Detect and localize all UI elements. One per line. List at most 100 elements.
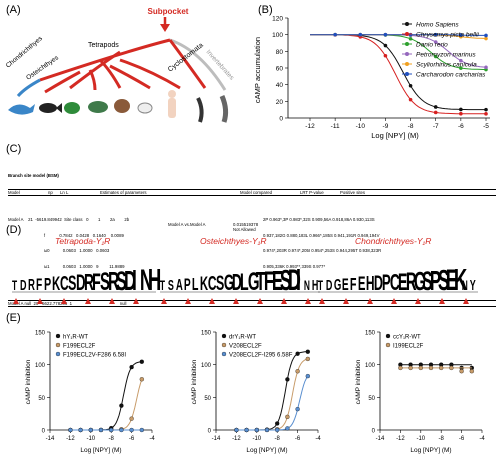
b-legend-item: Chrysemys picta bellii [416,32,479,39]
b-point [459,111,463,116]
site-marker [109,298,115,304]
human-silhouette [168,90,176,118]
invertebrate-silhouette [219,95,229,123]
panel-c-label: (C) [6,143,22,155]
e-legend-item: F199ECL2F [63,344,96,350]
e-point [295,406,300,412]
logo-letter: H [312,277,319,294]
bird-silhouette [114,99,130,113]
b-xtick: -7 [433,123,439,130]
logo-letter: G [248,268,260,296]
logo-letter: K [52,274,61,295]
e-legend-item: drY₁R-WT [229,335,256,341]
b-point [433,105,438,109]
site-marker [463,298,469,304]
site-marker [305,298,311,304]
e-point [295,351,300,356]
b-xtick: -6 [458,123,464,130]
b-point [459,66,463,70]
panel-a-label: (A) [6,4,21,16]
e-point [139,359,144,364]
site-marker [281,298,287,304]
logo-title-tetrapoda: Tetrapoda-Y₁R [55,236,111,246]
logo-letter: R [28,275,35,293]
b-point [484,36,488,41]
bsm-row: f 0.7842 0.0428 0.1640 0.0089 [8,232,124,238]
e-point [129,416,134,421]
logo-letter: D [20,277,27,294]
e-xtick: -12 [66,436,75,442]
site-marker [391,298,397,304]
panel-b-xlabel: Log [NPY] (M) [371,131,419,140]
b-ytick: 100 [272,32,283,39]
e-legend-item: F199ECL2V-F286 6.58I [63,353,126,359]
b-ytick: 80 [276,49,284,56]
b-xtick: -9 [383,123,389,130]
b-point [408,32,413,37]
logo-letter: N [140,265,153,298]
b-point [459,33,463,37]
logo-letter: D [232,271,242,296]
logo-letter: K [454,263,468,297]
b-point [484,65,488,70]
logo-letter: F [264,266,274,296]
e-ytick: 150 [365,331,376,337]
e-legend-item: ccY₁R-WT [393,335,421,341]
b-point [459,107,463,112]
logo-letter: C [208,273,217,295]
logo-letter: D [288,265,301,298]
site-marker [257,298,263,304]
site-marker [185,298,191,304]
logo-letter: S [116,266,127,296]
logo-letter: D [124,265,136,297]
panel-b-label: (B) [258,4,273,16]
e-series-line [236,351,308,431]
logo-letter: C [60,273,69,295]
logo-letter: S [100,268,110,296]
e-series-line [236,375,309,431]
b-point [484,112,488,116]
e-xtick: -4 [315,436,321,442]
e-point [285,414,290,420]
e-xlabel: Log [NPY] (M) [246,447,287,454]
e-ytick: 100 [35,363,46,369]
b-legend-item: Homo Sapiens [416,22,459,29]
logo-title-osteichthyes: Osteichthyes-Y₁R [200,236,267,246]
logo-title-chondrichthyes: Chondrichthyes-Y₁R [355,236,432,246]
logo-letter: K [200,274,209,295]
b-point [383,53,388,58]
site-marker [61,298,67,304]
panel-b-chart: cAMP accumulation 0 20 40 60 80 100 120 -12 -11 -… [253,16,490,140]
logo-letter: E [358,274,366,295]
b-point [333,32,337,37]
fish-silhouette [39,103,62,113]
logo-letter: P [184,274,191,293]
panel-e-label: (E) [6,312,21,324]
b-point [383,32,388,37]
e-xtick: -4 [149,436,155,442]
bsm-header-row: Model np Ln L Estimates of parameters Mo… [8,189,496,197]
tetrapods-label: Tetrapods [88,42,119,49]
panel-b-ylabel: cAMP accumulation [253,37,262,103]
logo-letter: F [350,275,357,294]
e-ytick: 0 [208,429,212,435]
b-xtick: -5 [483,123,489,130]
e-point [68,427,73,433]
logo-letter: P [382,271,391,295]
logo-letter: H [366,273,375,295]
site-marker [13,298,19,304]
chondrichthyes-label: Chondrichthyes [5,35,45,70]
logo-letter: E [398,269,408,296]
logo-letter: I [132,265,137,298]
e-point [129,364,134,370]
b-legend-item: Petromyzon marinus [416,52,476,59]
b-ytick: 0 [279,116,283,123]
e-point [275,421,280,426]
e-point [139,377,144,382]
e-xtick: -8 [109,436,115,442]
e-ytick: 100 [201,363,212,369]
b-point [484,33,488,38]
b-point [408,36,413,41]
phylogenetic-tree: Subpocket Invertebrates Chondrichthyes O… [5,7,236,123]
e-xtick: -4 [479,436,485,442]
